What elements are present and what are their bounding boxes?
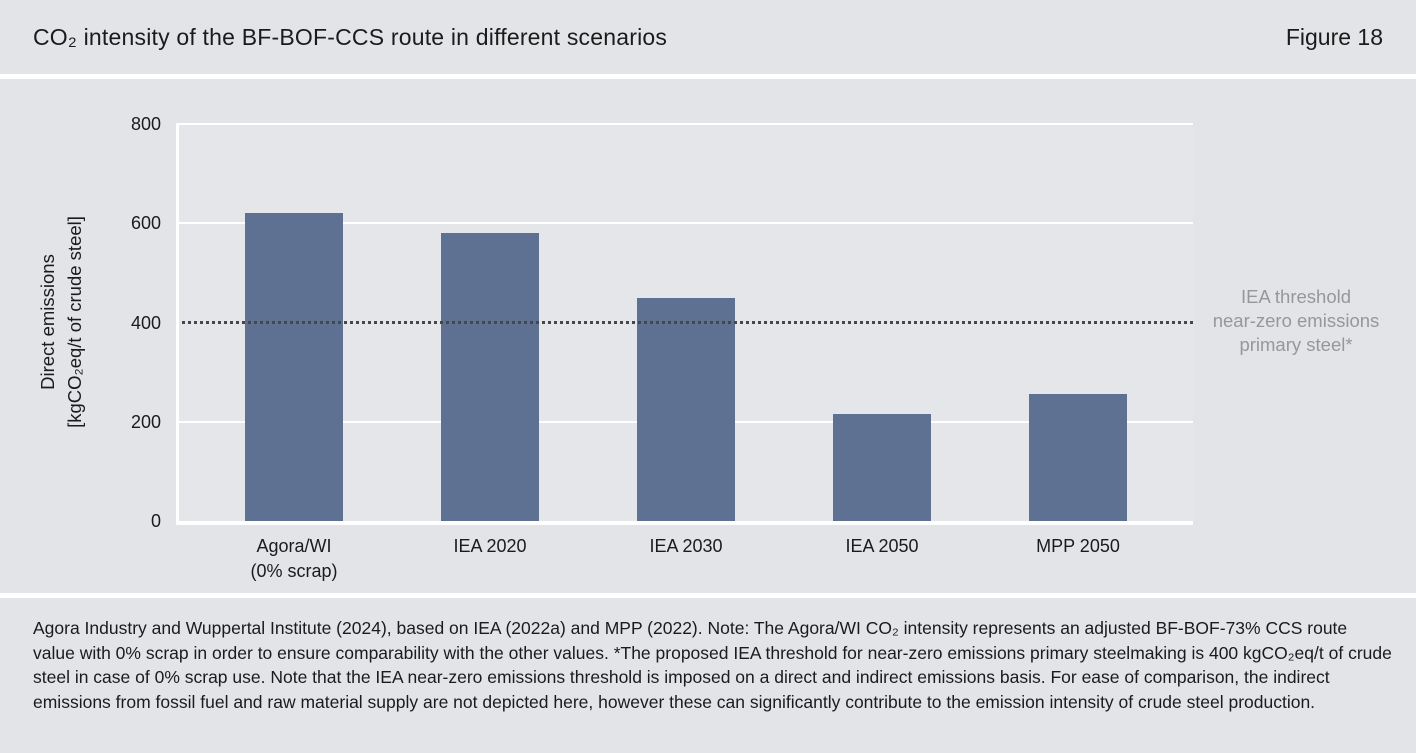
threshold-annotation-line2: near-zero emissions — [1212, 310, 1380, 331]
header-divider — [0, 74, 1416, 79]
y-axis-line — [176, 124, 179, 525]
figure-title: CO₂ intensity of the BF-BOF-CCS route in… — [33, 23, 668, 50]
y-tick-200: 200 — [130, 411, 161, 432]
threshold-annotation-line1: IEA threshold — [1240, 286, 1352, 307]
gridline-600 — [176, 222, 1193, 225]
footer-divider — [0, 593, 1416, 598]
y-tick-400: 400 — [130, 312, 161, 333]
x-label-iea-2020: IEA 2020 — [453, 536, 527, 556]
threshold-annotation-line3: primary steel* — [1239, 334, 1353, 355]
y-tick-0: 0 — [150, 511, 161, 531]
x-axis-line — [176, 521, 1193, 525]
bar-iea-2050 — [833, 414, 931, 521]
bar-agora-wi — [245, 213, 343, 521]
x-label-mpp-2050: MPP 2050 — [1036, 536, 1120, 556]
y-axis-label-line2: [kgCO₂eq/t of crude steel] — [64, 216, 85, 428]
x-label-iea-2050: IEA 2050 — [845, 536, 919, 556]
gridline-800 — [176, 123, 1193, 125]
source-note: Agora Industry and Wuppertal Institute (… — [33, 618, 1392, 712]
figure-header: CO₂ intensity of the BF-BOF-CCS route in… — [0, 0, 1416, 74]
bar-iea-2020 — [441, 233, 539, 521]
figure-number: Figure 18 — [1285, 23, 1383, 50]
plot-area — [176, 123, 1193, 521]
y-tick-800: 800 — [130, 114, 161, 134]
y-axis-label-line1: Direct emissions — [37, 254, 58, 390]
bar-iea-2030 — [637, 297, 735, 521]
y-axis-label: Direct emissions [kgCO₂eq/t of crude ste… — [34, 216, 88, 428]
bar-mpp-2050 — [1029, 394, 1127, 521]
threshold-line — [176, 320, 1193, 324]
threshold-annotation: IEA threshold near-zero emissions primar… — [1195, 285, 1397, 357]
x-label-iea-2030: IEA 2030 — [649, 536, 723, 556]
x-label-agora-wi: Agora/WI (0% scrap) — [250, 536, 338, 581]
y-tick-600: 600 — [130, 213, 161, 234]
